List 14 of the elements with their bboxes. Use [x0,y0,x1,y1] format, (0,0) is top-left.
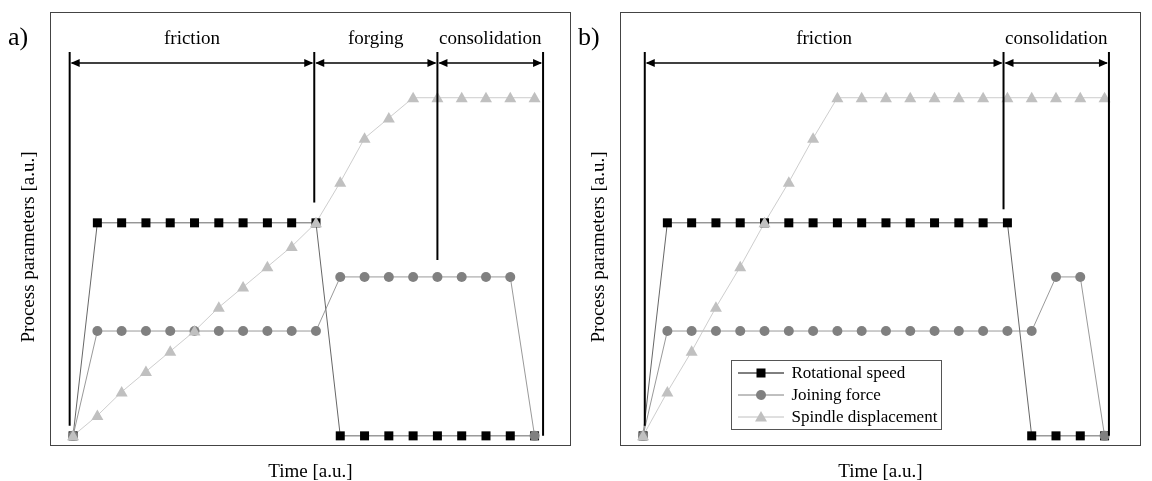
y-axis-title: Process parameters [a.u.] [17,151,39,343]
text: b) [578,22,600,52]
x-axis-title: Time [a.u.] [838,460,923,481]
x-axis-title: Time [a.u.] [268,460,353,481]
y-axis-title: Process parameters [a.u.] [587,151,609,343]
text: friction [796,27,853,49]
legend-label: Spindle displacement [791,405,938,428]
text: consolidation [1005,27,1108,49]
text: forging [348,27,404,49]
text: a) [8,22,29,52]
legend-label: Rotational speed [791,361,906,384]
text: friction [164,27,220,49]
text: consolidation [439,27,542,49]
legend-label: Joining force [791,383,881,406]
